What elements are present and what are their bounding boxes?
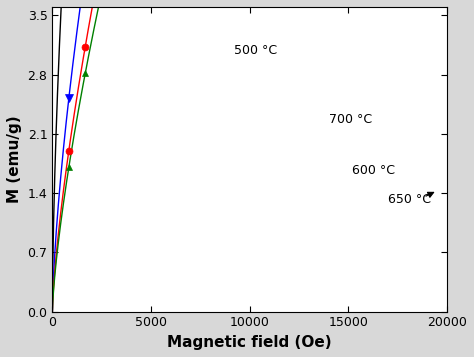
Text: 650 °C: 650 °C	[388, 193, 431, 206]
Text: 700 °C: 700 °C	[328, 113, 372, 126]
Y-axis label: M (emu/g): M (emu/g)	[7, 115, 22, 203]
X-axis label: Magnetic field (Oe): Magnetic field (Oe)	[167, 335, 332, 350]
Text: 600 °C: 600 °C	[352, 164, 395, 177]
Text: 500 °C: 500 °C	[234, 45, 277, 57]
